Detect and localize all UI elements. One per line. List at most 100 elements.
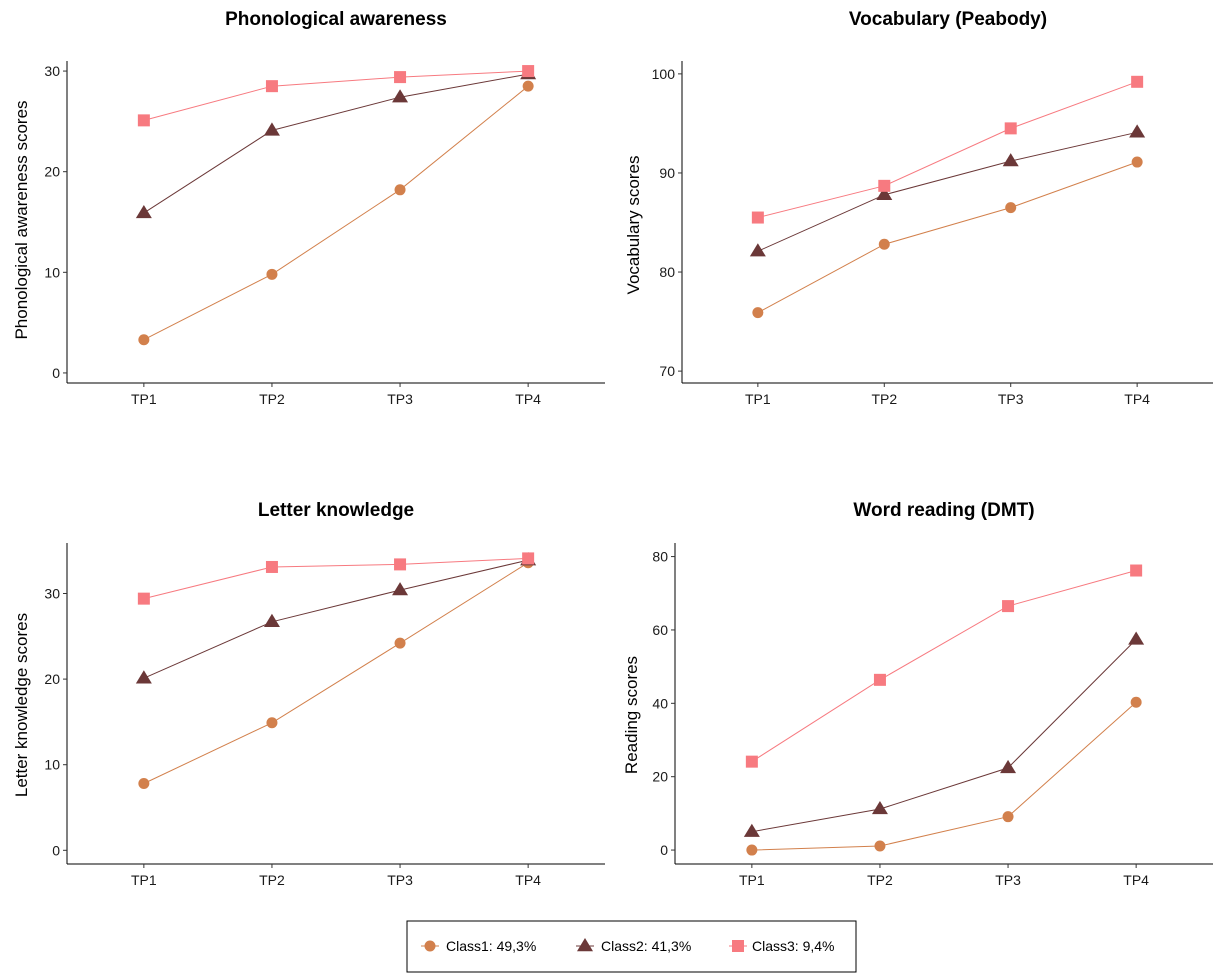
series-line-class1 [751, 701, 1137, 851]
data-point-class1 [1131, 156, 1143, 168]
data-point-class3 [265, 560, 278, 573]
plot-marks [743, 564, 1145, 856]
y-tick-label: 0 [660, 842, 668, 858]
y-tick-label: 0 [52, 365, 60, 381]
y-axis-label: Vocabulary scores [624, 156, 643, 295]
data-point-class1 [394, 184, 406, 196]
data-point-class3 [751, 211, 764, 224]
legend-marker [732, 940, 744, 952]
series-line-class2 [143, 73, 529, 214]
data-point-class2 [392, 582, 409, 596]
axes: 0 20 40 60 80 TP1 TP2 TP3 TP4 [652, 543, 1213, 888]
panel-vocabulary: Vocabulary (Peabody) Vocabulary scores 7… [624, 9, 1213, 407]
data-point-class3 [873, 673, 886, 686]
data-point-class3 [137, 592, 150, 605]
data-point-class3 [265, 80, 278, 93]
data-point-class1 [138, 778, 150, 790]
y-tick-label: 20 [44, 164, 60, 180]
panel-letter-knowledge: Letter knowledge Letter knowledge scores… [12, 500, 605, 888]
x-tick-label: TP4 [1123, 872, 1149, 888]
y-tick-label: 20 [44, 671, 60, 687]
data-point-class3 [1130, 564, 1143, 577]
y-tick-label: 30 [44, 586, 60, 602]
y-axis-label: Phonological awareness scores [12, 100, 31, 339]
chart-title: Phonological awareness [225, 9, 447, 30]
x-tick-label: TP4 [515, 872, 541, 888]
data-point-class1 [878, 238, 890, 250]
y-tick-label: 10 [44, 264, 60, 280]
series-line-class2 [757, 131, 1138, 252]
legend-box [406, 920, 857, 973]
data-point-class3 [394, 71, 407, 84]
x-tick-label: TP1 [739, 872, 765, 888]
data-point-class2 [1128, 631, 1145, 645]
data-point-class3 [1002, 600, 1015, 613]
data-point-class3 [1131, 75, 1144, 88]
plot-marks [135, 65, 537, 346]
y-tick-label: 10 [44, 757, 60, 773]
y-axis-label: Letter knowledge scores [12, 613, 31, 797]
data-point-class2 [263, 613, 280, 627]
series-line-class3 [751, 570, 1137, 763]
series-line-class1 [757, 161, 1138, 314]
x-tick-label: TP2 [871, 391, 897, 407]
y-tick-label: 20 [652, 769, 668, 785]
y-tick-label: 0 [52, 842, 60, 858]
legend-item-class3: Class3: 9,4% [729, 938, 834, 954]
data-point-class2 [1000, 759, 1017, 774]
chart-title: Vocabulary (Peabody) [849, 9, 1047, 30]
data-point-class2 [263, 122, 280, 136]
data-point-class2 [876, 186, 893, 200]
y-tick-label: 90 [659, 165, 675, 181]
data-point-class3 [522, 552, 535, 565]
plot-marks [135, 552, 537, 790]
y-axis-label: Reading scores [622, 656, 641, 774]
data-point-class3 [522, 65, 535, 78]
legend-item-class2: Class2: 41,3% [576, 938, 691, 954]
x-tick-label: TP3 [387, 872, 413, 888]
data-point-class1 [746, 844, 758, 856]
x-tick-label: TP1 [745, 391, 771, 407]
data-point-class1 [1005, 202, 1017, 214]
legend-label: Class2: 41,3% [601, 938, 691, 954]
chart-title: Word reading (DMT) [853, 500, 1034, 521]
x-tick-label: TP2 [259, 391, 285, 407]
legend-key [576, 938, 594, 952]
series-line-class3 [143, 557, 529, 600]
legend-key [421, 940, 439, 952]
data-point-class2 [392, 89, 409, 103]
data-point-class3 [137, 114, 150, 127]
panel-word-reading: Word reading (DMT) Reading scores 0 20 40 6… [622, 500, 1213, 888]
data-point-class2 [135, 670, 152, 684]
y-tick-label: 80 [652, 549, 668, 565]
series-line-class2 [143, 559, 529, 679]
data-point-class2 [1129, 124, 1146, 138]
y-tick-label: 60 [652, 622, 668, 638]
x-tick-label: TP3 [387, 391, 413, 407]
data-point-class1 [394, 637, 406, 649]
y-tick-label: 80 [659, 264, 675, 280]
data-point-class3 [1004, 122, 1017, 135]
x-tick-label: TP4 [515, 391, 541, 407]
data-point-class1 [874, 840, 886, 852]
series-line-class1 [143, 562, 529, 784]
series-line-class3 [143, 70, 529, 121]
legend: Class1: 49,3% Class2: 41,3% Class3: 9,4% [406, 920, 857, 973]
series-line-class1 [143, 85, 529, 341]
data-point-class2 [749, 243, 766, 257]
chart-title: Letter knowledge [258, 500, 414, 521]
x-tick-label: TP3 [995, 872, 1021, 888]
axes: 70 80 90 100 TP1 TP2 TP3 TP4 [652, 61, 1213, 407]
legend-marker [424, 940, 436, 952]
data-point-class3 [745, 755, 758, 768]
data-point-class1 [1130, 696, 1142, 708]
data-point-class2 [871, 800, 888, 815]
legend-marker [577, 938, 593, 952]
legend-item-class1: Class1: 49,3% [421, 938, 536, 954]
data-point-class1 [266, 268, 278, 280]
legend-key [729, 940, 747, 952]
data-point-class1 [266, 717, 278, 729]
x-tick-label: TP2 [259, 872, 285, 888]
axes: 0 10 20 30 TP1 TP2 TP3 TP4 [44, 61, 605, 407]
